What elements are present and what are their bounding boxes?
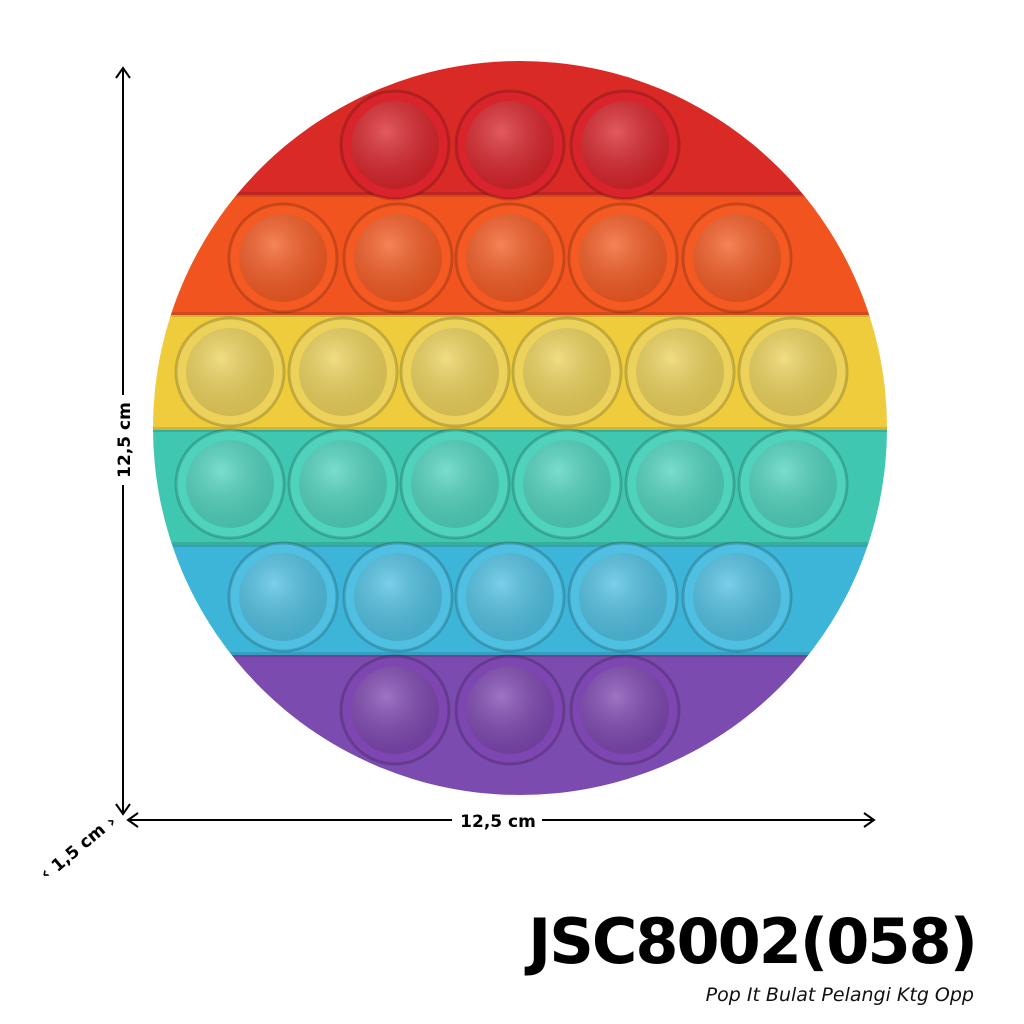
bubble-shading xyxy=(581,666,669,754)
bubble-shading xyxy=(299,440,387,528)
bubble-shading xyxy=(239,553,327,641)
bubble-shading xyxy=(466,101,554,189)
bubble-shading xyxy=(411,328,499,416)
bubble-shading xyxy=(523,440,611,528)
product-code: JSC8002(058) xyxy=(528,905,978,978)
bubble-shading xyxy=(411,440,499,528)
bubble-shading xyxy=(186,440,274,528)
bubble-shading xyxy=(749,328,837,416)
bubble-shading xyxy=(354,553,442,641)
bubble-shading xyxy=(636,440,724,528)
height-label: 12,5 cm xyxy=(115,402,135,478)
bubble-shading xyxy=(351,101,439,189)
depth-arrow-right: › xyxy=(102,812,120,832)
band-divider xyxy=(153,427,887,432)
width-label: 12,5 cm xyxy=(460,812,536,832)
bubble-shading xyxy=(581,101,669,189)
bubble-shading xyxy=(749,440,837,528)
bubble-shading xyxy=(354,214,442,302)
bubble-shading xyxy=(579,553,667,641)
bubble-shading xyxy=(466,666,554,754)
band-divider xyxy=(153,652,887,657)
bubble-shading xyxy=(636,328,724,416)
depth-label: 1,5 cm xyxy=(48,820,110,876)
bubble-shading xyxy=(239,214,327,302)
bubble-shading xyxy=(523,328,611,416)
bubble-shading xyxy=(299,328,387,416)
bubble-shading xyxy=(693,553,781,641)
bubble-shading xyxy=(186,328,274,416)
bubble-shading xyxy=(579,214,667,302)
bubble-shading xyxy=(351,666,439,754)
bubble-shading xyxy=(693,214,781,302)
pop-it-toy xyxy=(153,61,887,795)
band-divider xyxy=(153,312,887,317)
product-name: Pop It Bulat Pelangi Ktg Opp xyxy=(705,984,974,1006)
bubble-shading xyxy=(466,553,554,641)
bubble-shading xyxy=(466,214,554,302)
